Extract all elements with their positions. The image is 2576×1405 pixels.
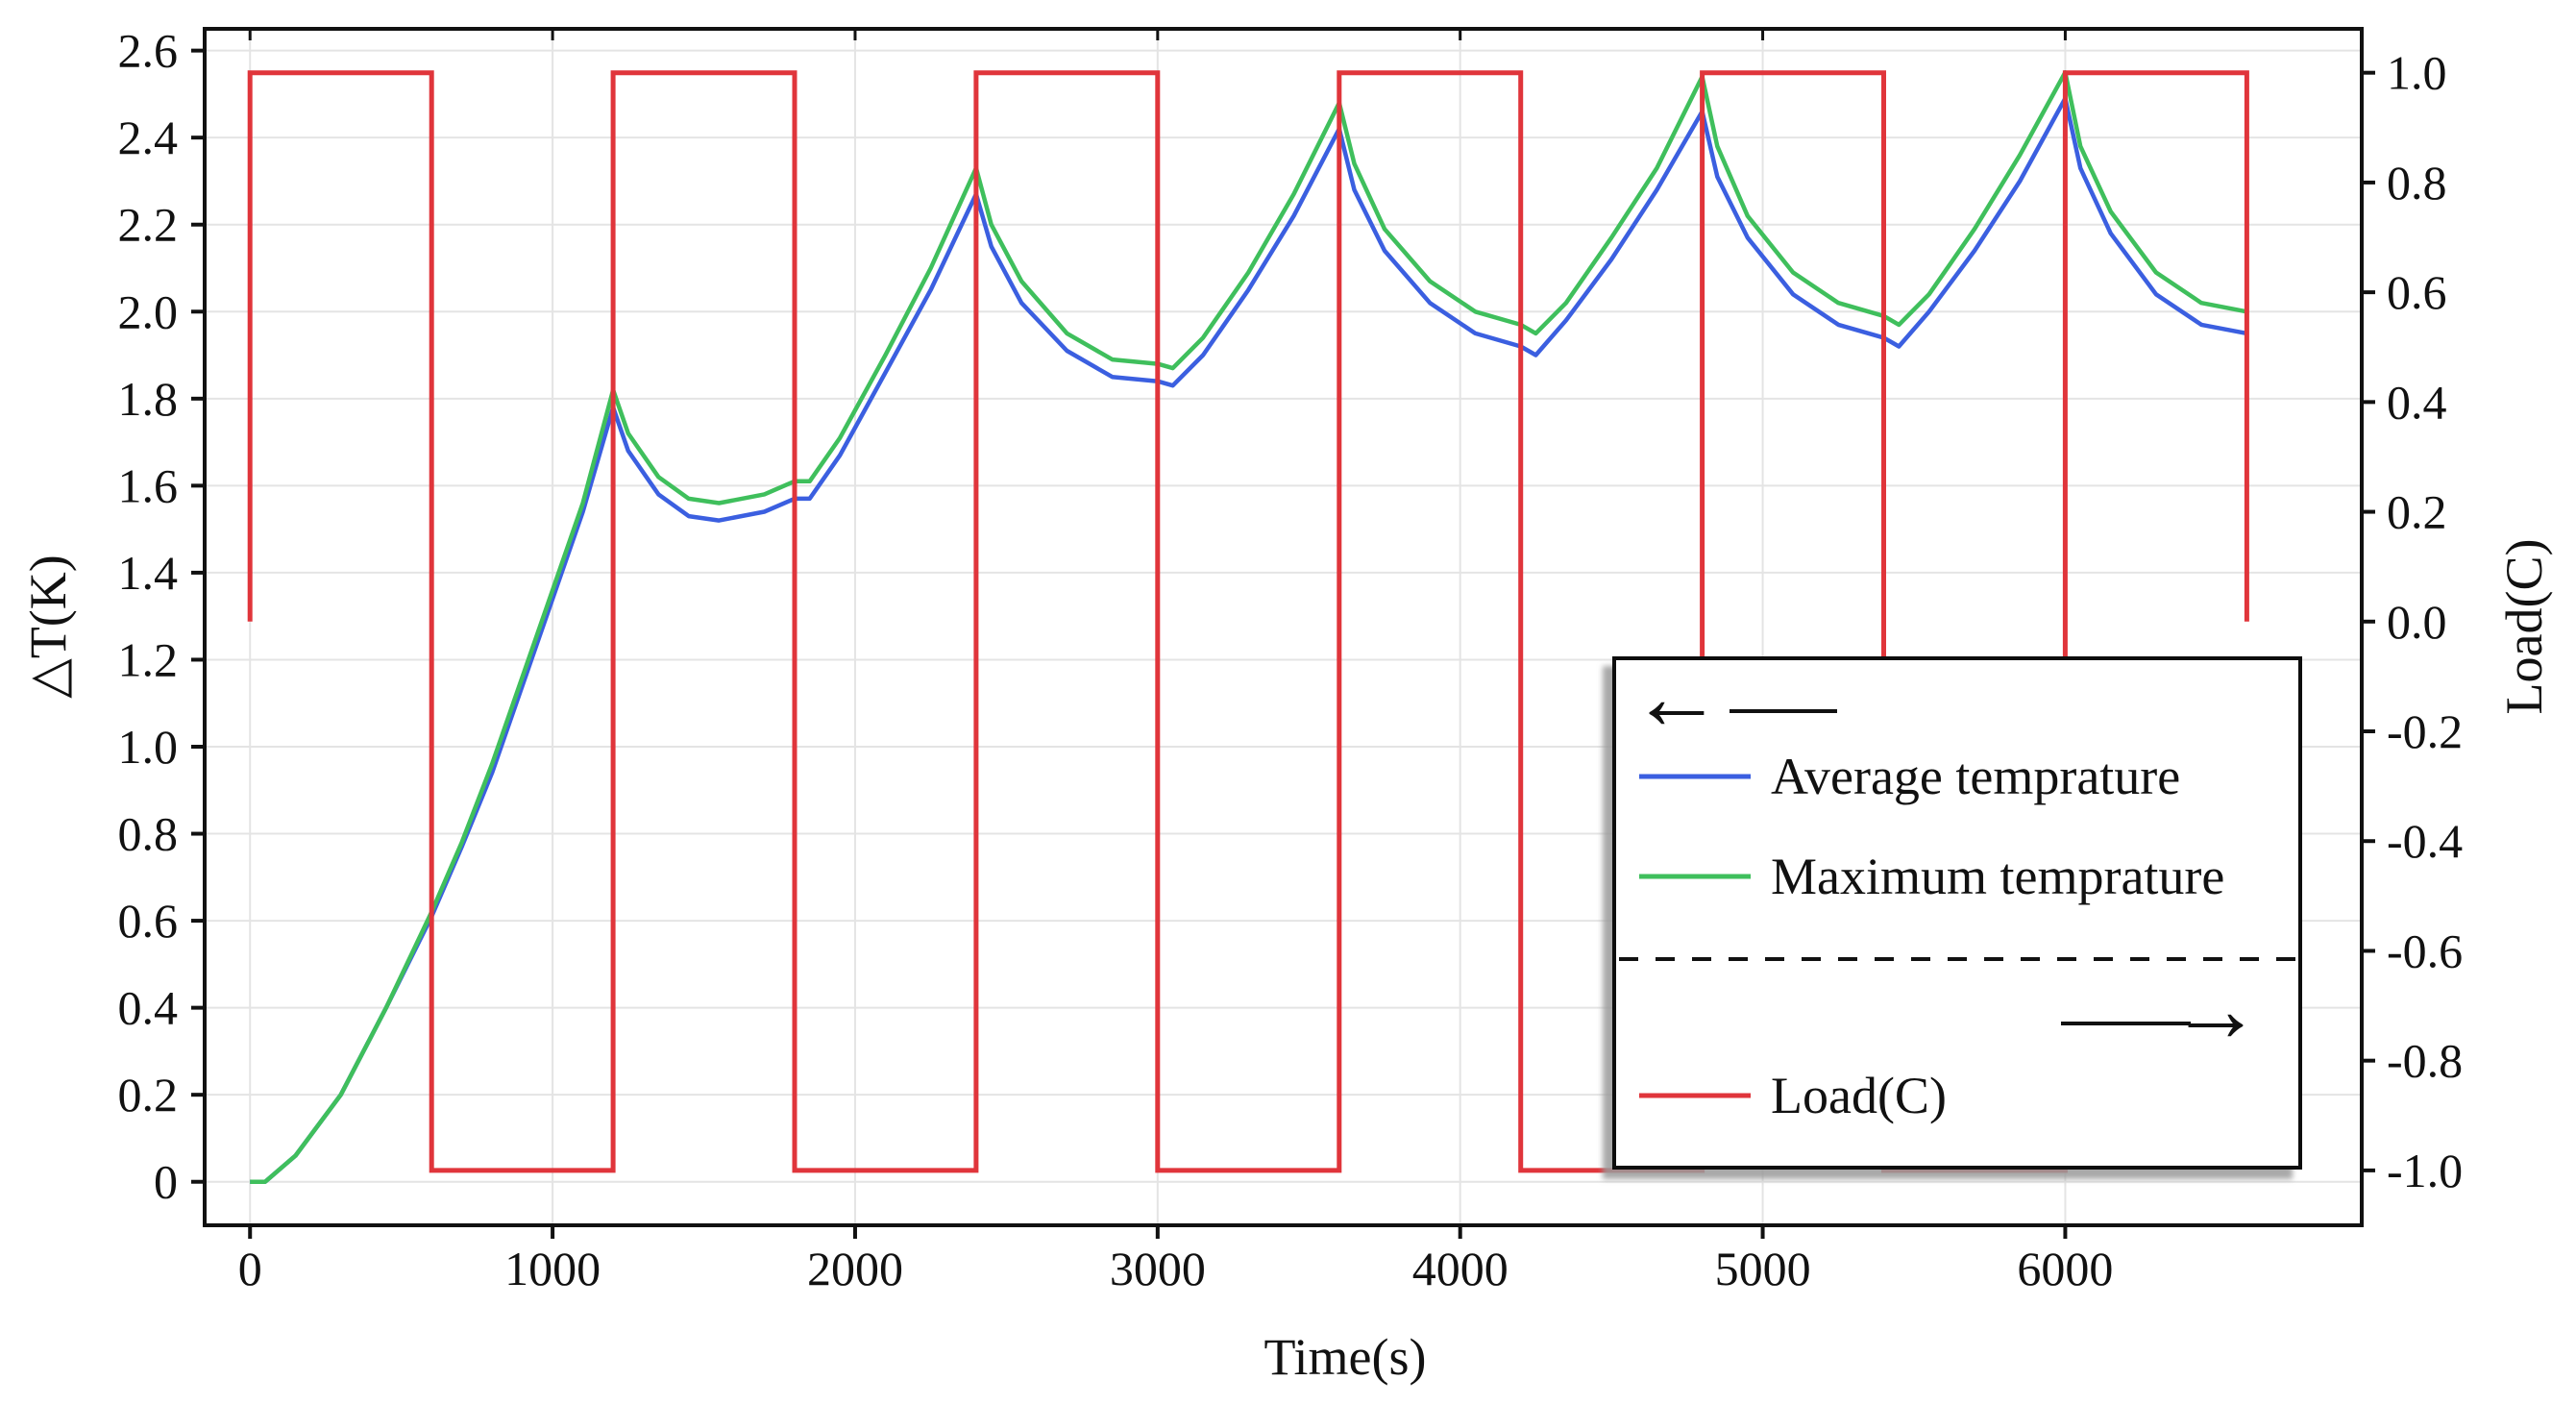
y-left-tick-label: 2.4: [118, 111, 179, 164]
x-axis-title: Time(s): [1263, 1328, 1426, 1386]
y-left-tick-label: 2.0: [118, 284, 179, 338]
legend-label-load: Load(C): [1771, 1067, 1947, 1124]
y-left-tick-label: 0.2: [118, 1068, 179, 1122]
series-line-average-temprature: [250, 96, 2247, 1184]
y-right-tick-label: -0.4: [2387, 814, 2463, 868]
series-line-load: [247, 70, 2249, 1173]
x-tick-label: 4000: [1412, 1242, 1509, 1295]
y-left-tick-label: 0.8: [118, 807, 179, 861]
legend: ← Average temprature Maximum temprature …: [1612, 646, 2302, 1170]
x-tick-label: 6000: [2017, 1242, 2113, 1295]
y-right-tick-label: 0.6: [2387, 265, 2447, 319]
y-left-tick-label: 1.6: [118, 458, 179, 512]
y-right-tick-label: 0.0: [2387, 595, 2447, 649]
y-left-tick-label: 2.6: [118, 24, 179, 78]
x-tick-label: 3000: [1110, 1242, 1206, 1295]
y-axis-left-title: △T(K): [19, 555, 77, 698]
y-left-tick-label: 0: [154, 1155, 178, 1209]
legend-label-average: Average temprature: [1771, 748, 2180, 805]
x-tick-label: 0: [238, 1242, 262, 1295]
left-axis-arrow-icon: ←: [1631, 646, 1723, 749]
y-right-tick-label: -0.2: [2387, 704, 2463, 758]
y-right-tick-label: 0.8: [2387, 156, 2447, 210]
right-axis-arrow-icon: →: [2170, 958, 2262, 1061]
plot-frame: [203, 27, 2364, 1227]
y-right-tick-label: -1.0: [2387, 1144, 2463, 1197]
series-line-maximum-temprature: [250, 70, 2247, 1184]
x-tick-label: 1000: [504, 1242, 601, 1295]
series-group: [247, 70, 2249, 1184]
x-tick-label: 2000: [807, 1242, 903, 1295]
legend-box: [1612, 656, 2302, 1170]
axis-ticks: 0 1000 2000 3000 4000 5000 6000 0 0.2 0.4 0.6 0.8 1.…: [118, 24, 2464, 1295]
y-left-tick-label: 1.2: [118, 632, 179, 686]
y-left-tick-label: 1.0: [118, 720, 179, 774]
y-axis-right-title: Load(C): [2495, 539, 2553, 715]
y-right-tick-label: -0.6: [2387, 924, 2463, 977]
legend-label-maximum: Maximum temprature: [1771, 848, 2224, 905]
x-tick-label: 5000: [1715, 1242, 1811, 1295]
y-left-tick-label: 0.6: [118, 894, 179, 948]
y-left-tick-label: 0.4: [118, 981, 179, 1035]
y-right-tick-label: -0.8: [2387, 1034, 2463, 1088]
y-right-tick-label: 1.0: [2387, 46, 2447, 100]
y-right-tick-label: 0.4: [2387, 375, 2447, 429]
y-left-tick-label: 2.2: [118, 198, 179, 252]
y-left-tick-label: 1.8: [118, 372, 179, 426]
y-left-tick-label: 1.4: [118, 546, 179, 600]
y-right-tick-label: 0.2: [2387, 485, 2447, 539]
